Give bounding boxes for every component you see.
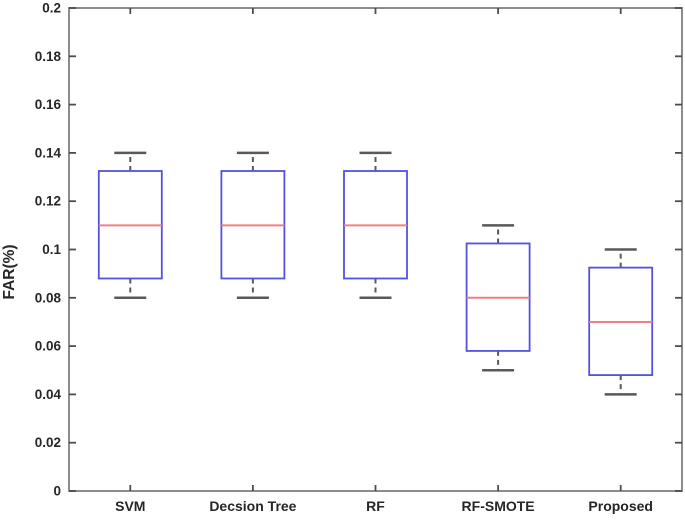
- box-series: [97, 151, 654, 396]
- y-tick-label: 0.18: [35, 49, 62, 64]
- x-tick-label: RF-SMOTE: [462, 498, 535, 514]
- y-axis-label: FAR(%): [1, 244, 18, 299]
- y-tick-label: 0.08: [35, 290, 62, 305]
- x-tick-label: RF: [366, 498, 385, 514]
- y-tick-label: 0.14: [35, 145, 62, 160]
- y-tick-label: 0.1: [42, 242, 61, 257]
- y-tick-label: 0.16: [35, 97, 62, 112]
- box-group-svm: [97, 151, 163, 300]
- y-tick-label: 0.2: [42, 1, 61, 16]
- x-axis-ticks: SVM Decsion Tree RF RF-SMOTE Proposed: [115, 8, 653, 514]
- box-group-rf-smote: [465, 224, 531, 372]
- box-group-decsion-tree: [220, 151, 286, 300]
- y-tick-label: 0.04: [35, 387, 62, 402]
- x-tick-label: Proposed: [588, 498, 653, 514]
- box-group-proposed: [588, 248, 654, 396]
- x-tick-label: SVM: [115, 498, 145, 514]
- y-axis-ticks: 0 0.02 0.04 0.06 0.08 0.1 0.12 0.14 0.16 0.18 0.2: [35, 1, 682, 499]
- x-tick-label: Decsion Tree: [209, 498, 296, 514]
- y-tick-label: 0.06: [35, 339, 62, 354]
- box-group-rf: [343, 151, 408, 300]
- y-tick-label: 0.02: [35, 435, 61, 450]
- y-tick-label: 0.12: [35, 194, 61, 209]
- y-tick-label: 0: [53, 484, 61, 499]
